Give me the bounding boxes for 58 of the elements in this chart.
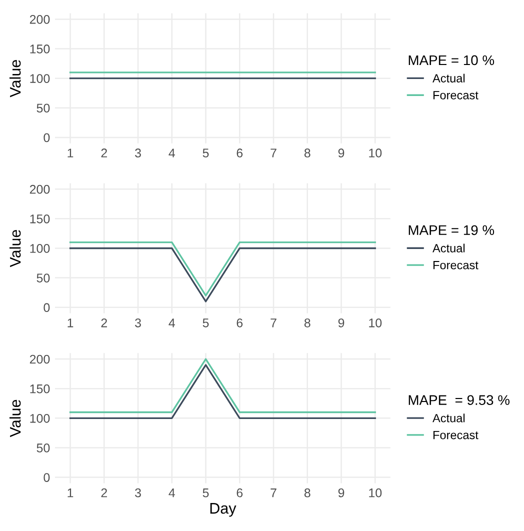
y-tick-label: 100	[30, 74, 50, 83]
legend-label: Forecast	[433, 91, 478, 100]
x-tick-label: 2	[101, 488, 107, 498]
y-tick-label: 150	[30, 214, 50, 224]
y-tick-label: 200	[30, 354, 50, 364]
y-axis-title: Value	[10, 400, 21, 438]
legend-title: MAPE = 19 %	[408, 225, 494, 236]
legend-label: Actual	[432, 244, 465, 252]
legend-label: Forecast	[433, 430, 478, 440]
y-tick-label: 50	[36, 104, 50, 113]
x-tick-label: 1	[68, 318, 74, 328]
legend-title: MAPE = 10 %	[408, 55, 494, 66]
x-tick-label: 3	[135, 318, 141, 328]
x-tick-label: 8	[304, 318, 310, 328]
x-tick-label: 6	[236, 318, 243, 328]
x-tick-label: 1	[68, 488, 74, 498]
x-tick-label: 3	[135, 488, 141, 498]
x-tick-label: 9	[338, 318, 344, 328]
y-axis-title: Value	[10, 230, 21, 268]
y-tick-label: 100	[30, 244, 50, 253]
x-tick-label: 2	[101, 318, 107, 328]
x-tick-label: 5	[202, 488, 209, 498]
y-tick-label: 200	[30, 184, 50, 194]
x-tick-label: 8	[304, 148, 310, 158]
x-tick-label: 7	[270, 318, 276, 328]
y-tick-label: 50	[36, 274, 50, 282]
y-tick-label: 150	[30, 384, 50, 394]
y-tick-label: 200	[30, 14, 50, 24]
y-tick-label: 0	[44, 303, 50, 312]
y-tick-label: 50	[36, 444, 50, 452]
x-tick-label: 9	[338, 148, 344, 158]
legend-label: Actual	[432, 414, 465, 422]
x-tick-label: 3	[135, 148, 141, 158]
x-tick-label: 4	[168, 488, 175, 498]
x-tick-label: 10	[369, 148, 382, 158]
y-axis-title: Value	[10, 60, 21, 98]
x-tick-label: 5	[202, 318, 209, 328]
legend-label: Forecast	[433, 261, 478, 270]
x-tick-label: 7	[270, 488, 276, 498]
x-tick-label: 6	[236, 488, 243, 498]
x-tick-label: 1	[68, 148, 74, 158]
legend-title: MAPE = 9.53 %	[408, 395, 510, 405]
x-tick-label: 8	[304, 488, 310, 498]
x-tick-label: 7	[270, 148, 276, 158]
y-tick-label: 0	[44, 133, 50, 142]
y-tick-label: 0	[44, 473, 50, 482]
x-tick-label: 5	[202, 148, 209, 158]
x-tick-label: 10	[369, 318, 382, 328]
x-tick-label: 6	[236, 148, 243, 158]
y-tick-label: 150	[30, 44, 50, 54]
x-tick-label: 2	[101, 148, 107, 158]
x-tick-label: 10	[369, 488, 382, 498]
x-tick-label: 4	[168, 318, 175, 328]
x-tick-label: 4	[168, 148, 175, 158]
x-axis-title: Day	[210, 503, 236, 517]
y-tick-label: 100	[30, 414, 50, 423]
legend-label: Actual	[432, 74, 465, 82]
x-tick-label: 9	[338, 488, 344, 498]
